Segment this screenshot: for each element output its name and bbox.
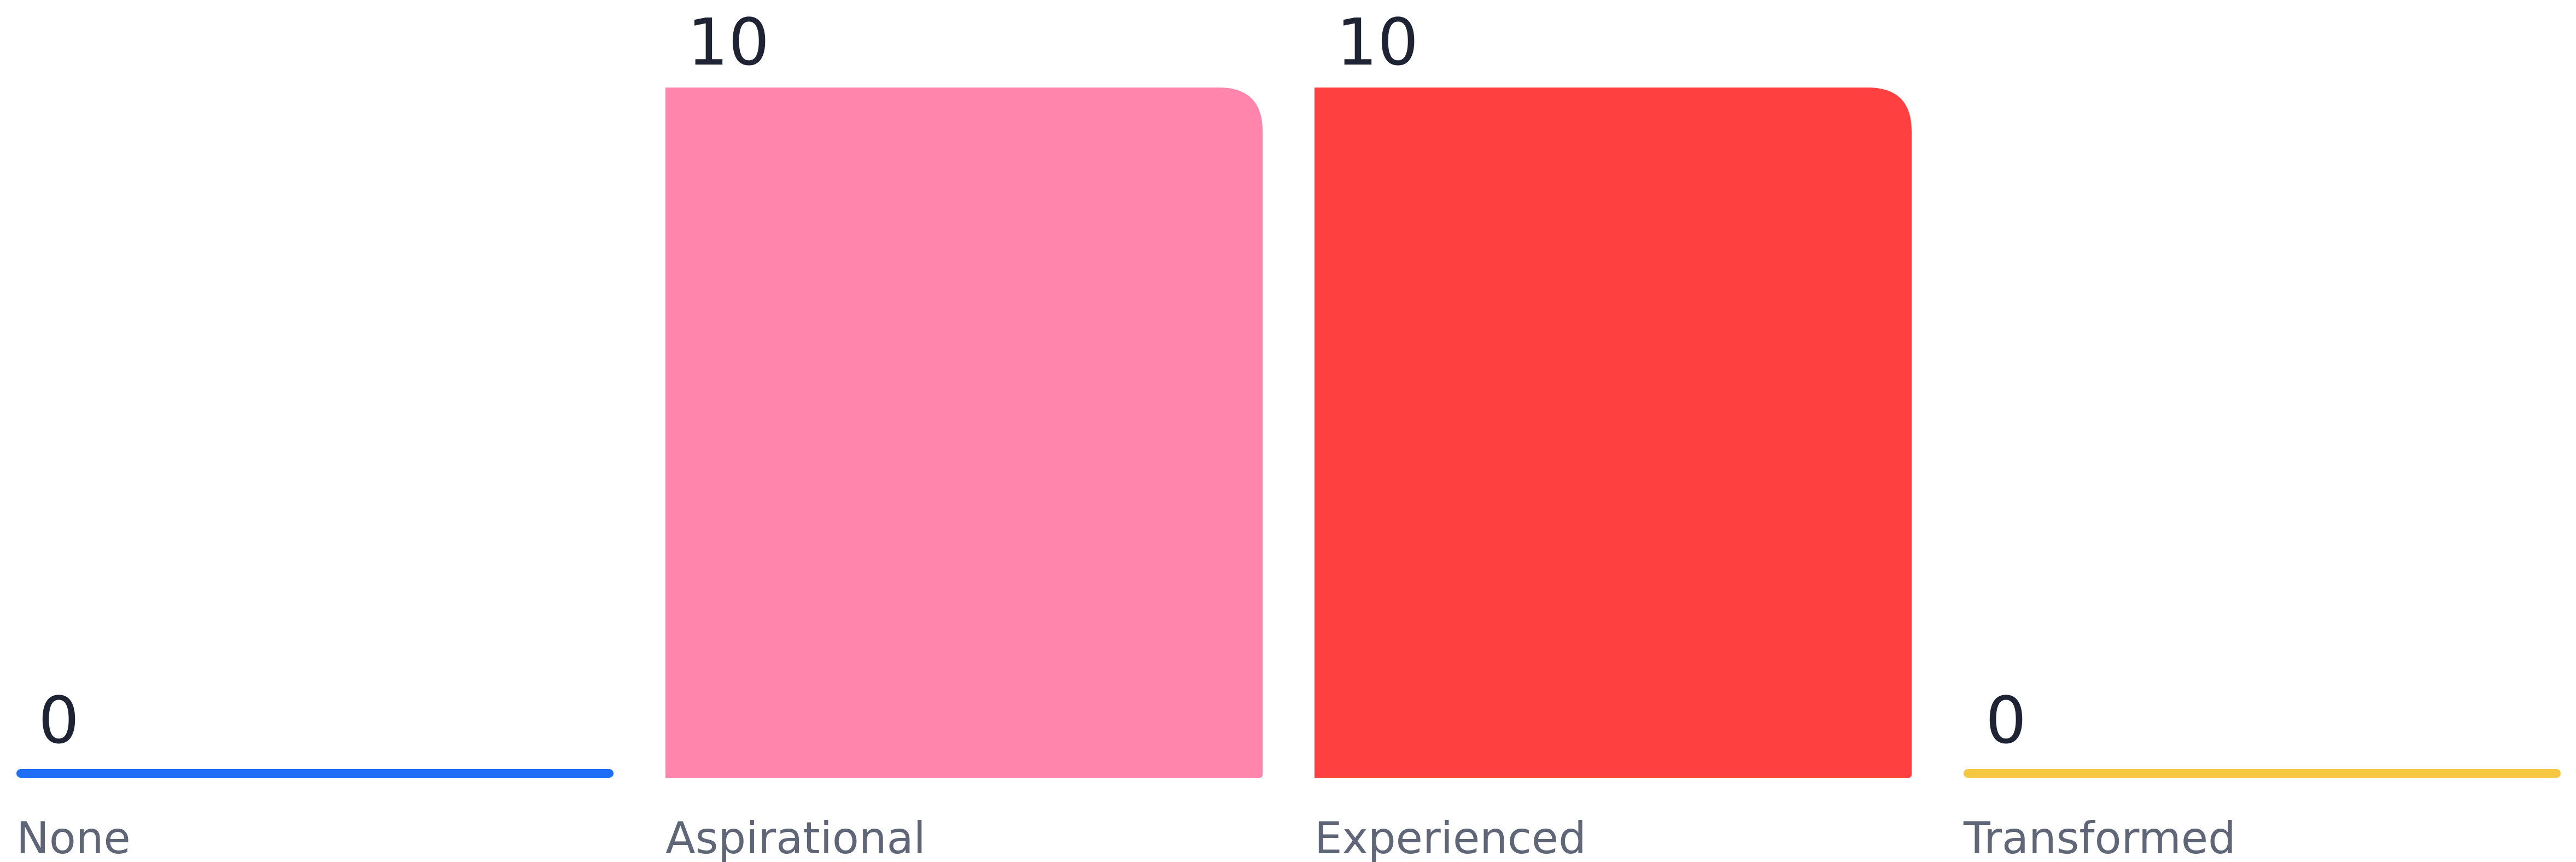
bar-none (16, 769, 614, 778)
category-label-transformed: Transformed (1963, 813, 2236, 862)
bar-experienced (1315, 88, 1912, 778)
category-label-experienced: Experienced (1315, 813, 1586, 862)
value-label-aspirational: 10 (687, 4, 769, 80)
category-label-none: None (16, 813, 131, 862)
bar-transformed (1964, 769, 2561, 778)
value-label-experienced: 10 (1336, 4, 1418, 80)
category-label-aspirational: Aspirational (665, 813, 926, 862)
bar-aspirational (665, 88, 1263, 778)
value-label-transformed: 0 (1985, 683, 2026, 758)
value-label-none: 0 (38, 683, 79, 758)
